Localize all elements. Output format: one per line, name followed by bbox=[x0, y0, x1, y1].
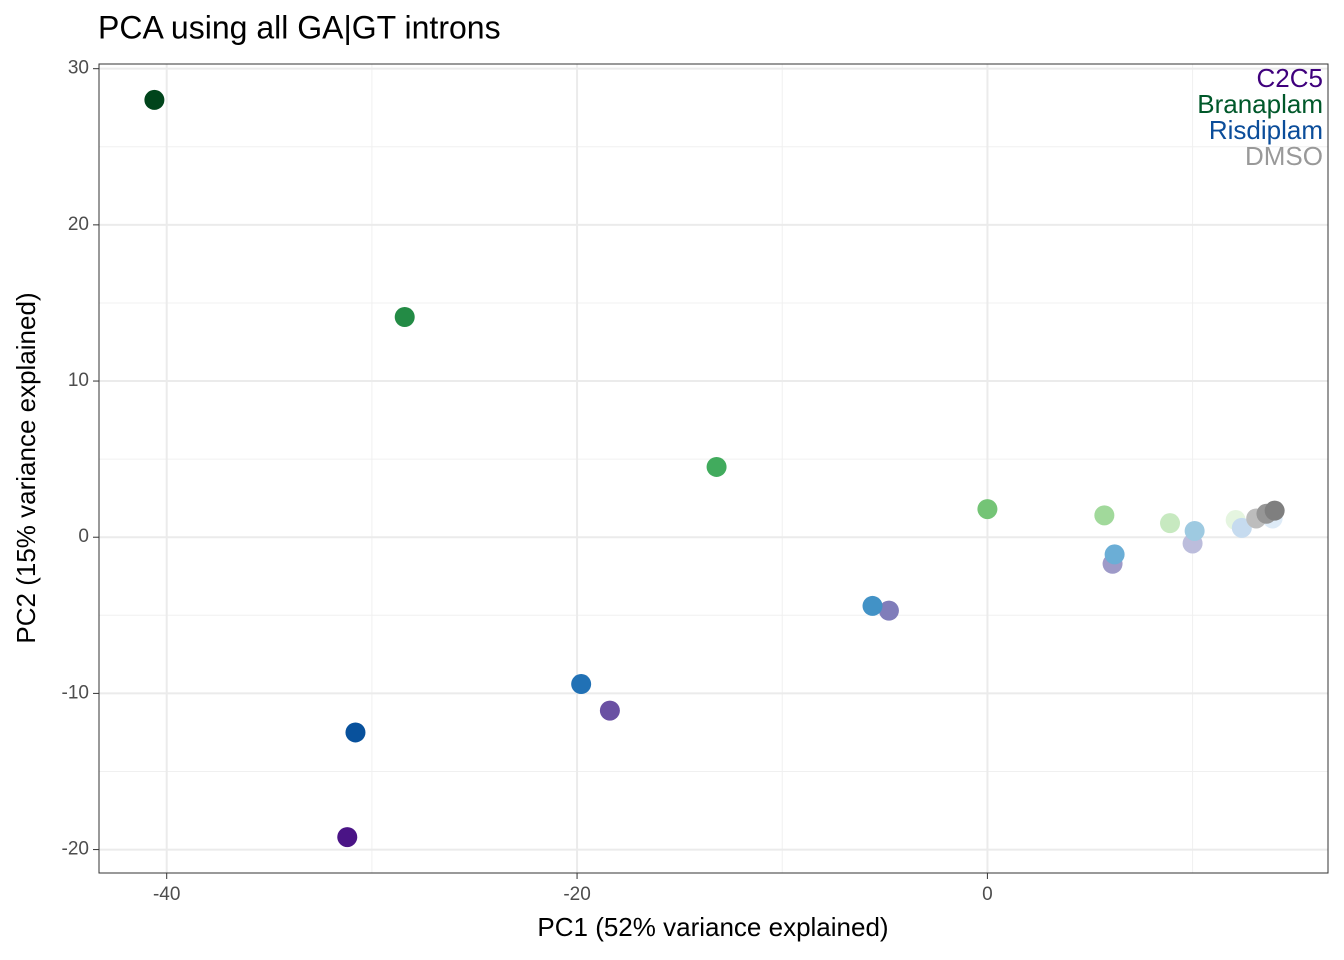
legend-label: Branaplam bbox=[1197, 89, 1323, 119]
chart-title: PCA using all GA|GT introns bbox=[98, 9, 501, 45]
y-tick-label: -10 bbox=[62, 682, 89, 703]
point bbox=[862, 595, 883, 616]
point bbox=[1231, 517, 1252, 538]
x-tick-label: -20 bbox=[563, 884, 590, 905]
x-tick-label: 0 bbox=[982, 884, 993, 905]
y-axis-title: PC2 (15% variance explained) bbox=[11, 292, 41, 643]
legend-label: C2C5 bbox=[1257, 63, 1323, 93]
y-tick-label: -20 bbox=[62, 839, 89, 860]
point bbox=[337, 827, 358, 848]
y-tick-label: 20 bbox=[68, 214, 89, 235]
point bbox=[706, 456, 727, 477]
point bbox=[1184, 520, 1205, 541]
point bbox=[345, 722, 366, 743]
x-axis-title: PC1 (52% variance explained) bbox=[537, 912, 888, 942]
point bbox=[599, 700, 620, 721]
y-tick-label: 30 bbox=[68, 58, 89, 79]
legend-label: DMSO bbox=[1245, 141, 1323, 171]
plot-border bbox=[98, 63, 1329, 874]
point bbox=[878, 600, 899, 621]
point bbox=[571, 674, 592, 695]
y-tick-label: 0 bbox=[78, 526, 89, 547]
point bbox=[1094, 505, 1115, 526]
point bbox=[1264, 500, 1285, 521]
y-tick-label: 10 bbox=[68, 370, 89, 391]
x-tick-label: -40 bbox=[153, 884, 180, 905]
point bbox=[1160, 513, 1181, 534]
point bbox=[977, 499, 998, 520]
point bbox=[144, 89, 165, 110]
point bbox=[1104, 544, 1125, 565]
legend-label: Risdiplam bbox=[1209, 115, 1323, 145]
point bbox=[394, 307, 415, 328]
